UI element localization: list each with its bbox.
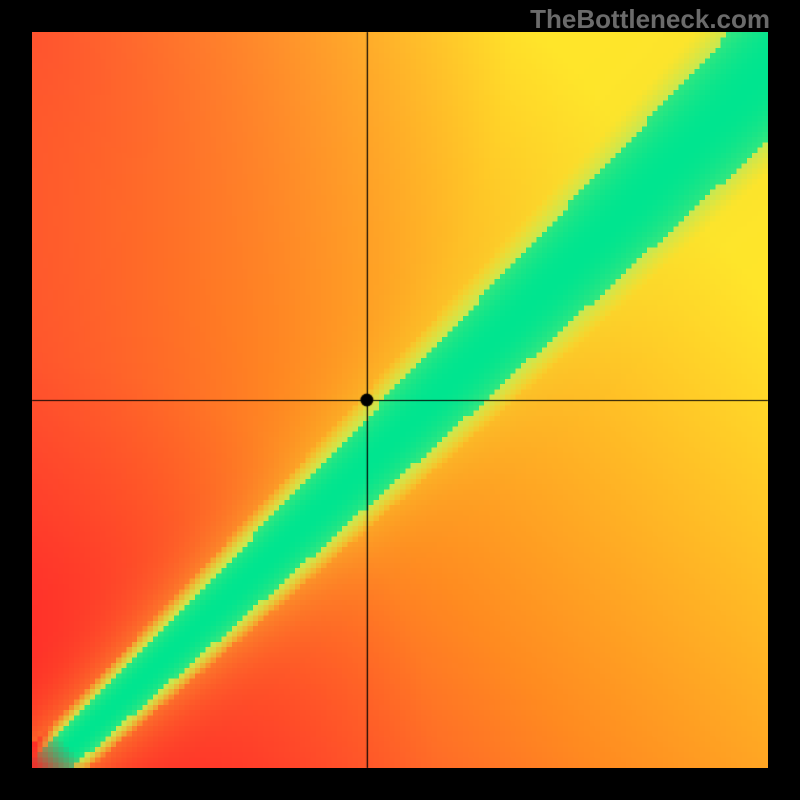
watermark-text: TheBottleneck.com — [530, 4, 770, 35]
crosshair-overlay — [0, 0, 800, 800]
chart-container: TheBottleneck.com — [0, 0, 800, 800]
